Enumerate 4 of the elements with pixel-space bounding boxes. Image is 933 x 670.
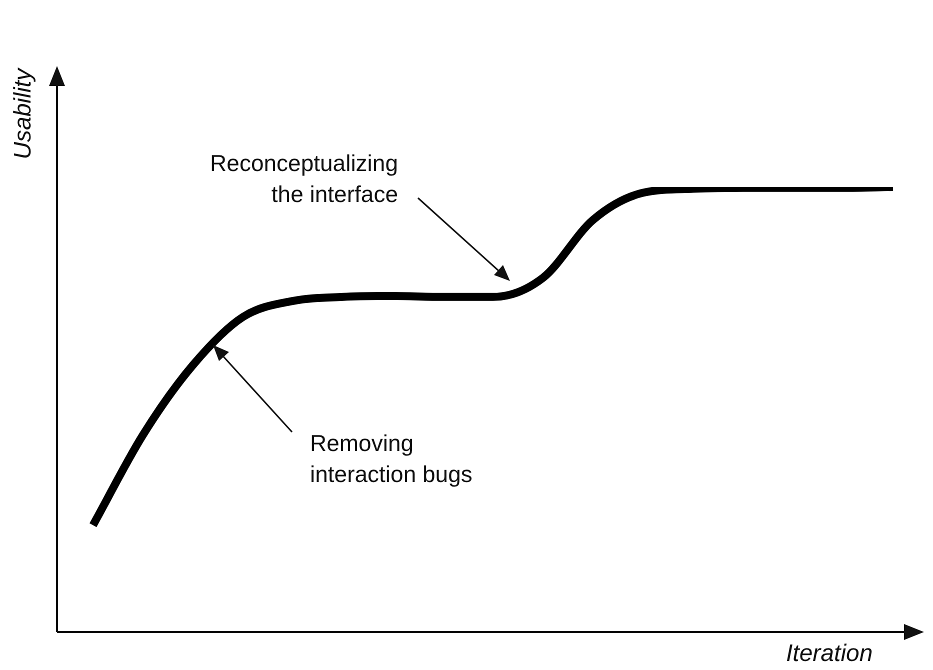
y-axis-title: Usability	[9, 68, 38, 160]
x-axis-title: Iteration	[786, 640, 873, 668]
annotation: Reconceptualizing the interface	[209, 149, 398, 209]
annotation: Removing interaction bugs	[310, 429, 474, 489]
